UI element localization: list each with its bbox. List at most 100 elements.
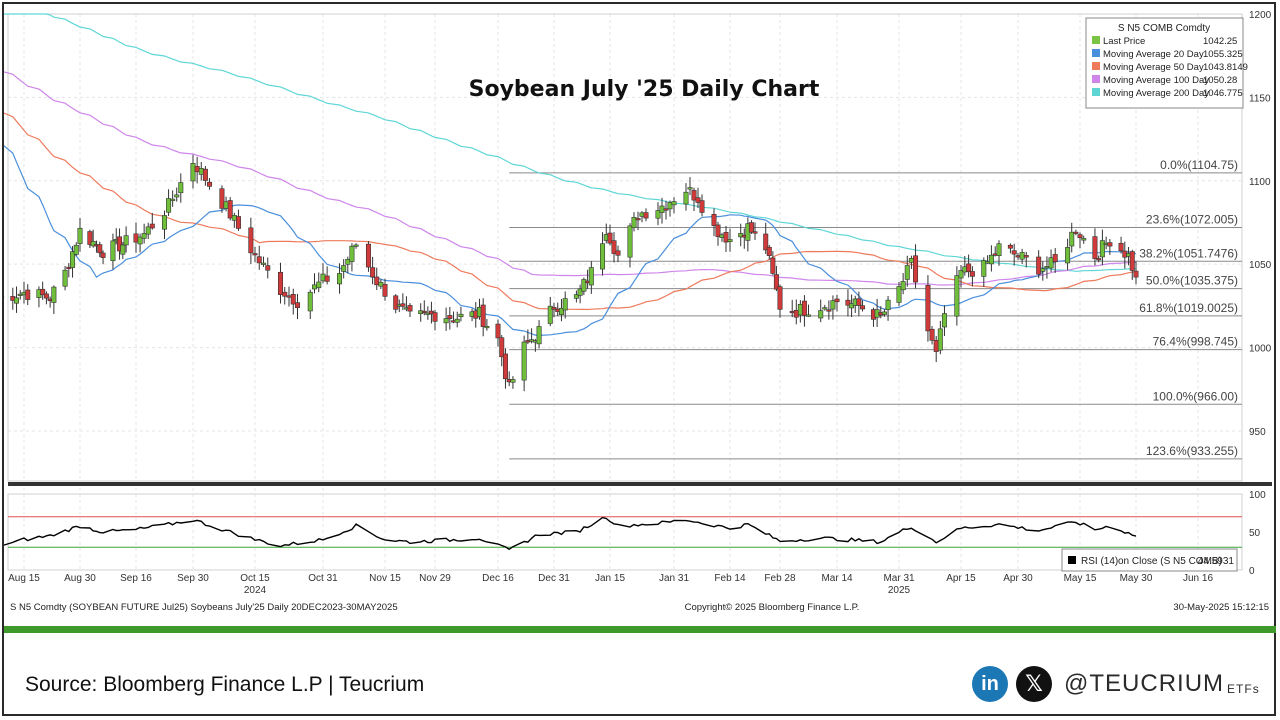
chart-title: Soybean July '25 Daily Chart — [469, 77, 820, 102]
candle-down — [1129, 251, 1135, 271]
candle-up — [345, 258, 351, 265]
candle-down — [929, 328, 935, 341]
candle-down — [133, 233, 139, 243]
candle-down — [282, 291, 288, 297]
candle-up — [941, 313, 947, 328]
candle-down — [117, 236, 123, 252]
candle-down — [699, 200, 705, 213]
candle-up — [166, 198, 172, 213]
candle-up — [341, 265, 347, 272]
candle-down — [643, 212, 649, 219]
candle-up — [577, 288, 583, 296]
candle-up — [805, 314, 811, 317]
ma-100-line — [4, 71, 1137, 286]
candle-down — [913, 255, 919, 283]
footer-left: S N5 Comdty (SOYBEAN FUTURE Jul25) Soybe… — [10, 602, 398, 613]
rsi-plot-border — [7, 493, 1243, 571]
green-divider — [4, 626, 1276, 633]
x-icon[interactable]: 𝕏 — [1016, 666, 1052, 702]
candle-up — [671, 201, 677, 206]
x-tick-label: Dec 31 — [538, 573, 570, 584]
footer-right: 30-May-2025 15:12:15 — [1173, 602, 1269, 613]
linkedin-icon[interactable]: in — [972, 666, 1008, 702]
candle-up — [14, 297, 20, 304]
candle-down — [248, 227, 254, 254]
candle-up — [683, 191, 689, 205]
candle-down — [763, 233, 769, 251]
candle-down — [374, 276, 380, 286]
candle-down — [432, 312, 438, 322]
candle-down — [1052, 254, 1058, 263]
candle-up — [830, 300, 836, 310]
x-tick-label: Dec 16 — [482, 573, 514, 584]
candle-up — [70, 251, 76, 268]
rsi-legend-value: 44.5931 — [1198, 556, 1235, 567]
candle-up — [655, 210, 661, 219]
candle-down — [1118, 242, 1124, 252]
candle-up — [162, 215, 168, 230]
legend-box — [1085, 17, 1244, 109]
x-tick-label: Sep 16 — [120, 573, 152, 584]
candle-down — [277, 271, 283, 295]
candle-down — [252, 253, 258, 256]
fib-label: 23.6%(1072.005) — [1146, 212, 1238, 226]
candle-up — [231, 215, 237, 221]
candle-up — [581, 279, 587, 292]
candle-down — [695, 197, 701, 203]
candle-up — [573, 294, 579, 299]
candle-down — [925, 285, 931, 332]
rsi-legend-name: RSI (14) — [1081, 556, 1118, 567]
candle-up — [307, 291, 313, 312]
candle-up — [885, 299, 891, 311]
candle-up — [536, 326, 542, 345]
year-label: 2025 — [888, 585, 911, 596]
legend-entry-name: Moving Average 100 Day — [1103, 75, 1209, 86]
candle-down — [421, 310, 427, 313]
candle-down — [1077, 234, 1083, 238]
x-tick-label: Apr 30 — [1003, 573, 1033, 584]
candle-down — [856, 298, 862, 306]
candle-down — [748, 222, 754, 233]
candle-up — [958, 270, 964, 279]
y-tick-label: 1100 — [1249, 177, 1271, 188]
candle-down — [1107, 242, 1113, 247]
candle-down — [194, 166, 200, 173]
candle-up — [896, 286, 902, 303]
legend-swatch — [1092, 62, 1100, 70]
candle-down — [43, 293, 49, 299]
x-tick-label: Feb 28 — [764, 573, 796, 584]
candle-down — [365, 243, 371, 268]
candle-up — [547, 305, 553, 324]
candle-up — [378, 281, 384, 287]
candle-up — [687, 187, 693, 190]
x-tick-label: Mar 14 — [821, 573, 853, 584]
candle-down — [370, 267, 376, 278]
candle-up — [316, 281, 322, 289]
fib-label: 61.8%(1019.0025) — [1139, 301, 1238, 315]
candle-down — [615, 250, 621, 256]
x-tick-label: Feb 14 — [714, 573, 746, 584]
candle-up — [223, 201, 229, 209]
candle-down — [393, 295, 399, 310]
candle-down — [826, 309, 832, 312]
candle-down — [1092, 236, 1098, 259]
candle-down — [100, 252, 106, 258]
candle-up — [77, 227, 83, 244]
candle-down — [502, 353, 508, 380]
y-tick-label: 1150 — [1249, 93, 1271, 104]
candle-down — [495, 323, 501, 339]
candle-down — [447, 315, 453, 319]
ma-50-line — [4, 112, 1137, 311]
candle-down — [969, 271, 975, 277]
ma-20-line — [4, 145, 1137, 337]
fib-label: 76.4%(998.745) — [1153, 335, 1238, 349]
candle-up — [260, 262, 266, 265]
candle-up — [600, 243, 606, 270]
candle-up — [988, 254, 994, 265]
legend-entry-value: 1050.28 — [1203, 75, 1237, 86]
candle-up — [588, 267, 594, 286]
x-tick-label: Jun 16 — [1183, 573, 1213, 584]
candle-down — [607, 232, 613, 244]
fib-label: 50.0%(1035.375) — [1146, 274, 1238, 288]
candle-up — [904, 265, 910, 280]
